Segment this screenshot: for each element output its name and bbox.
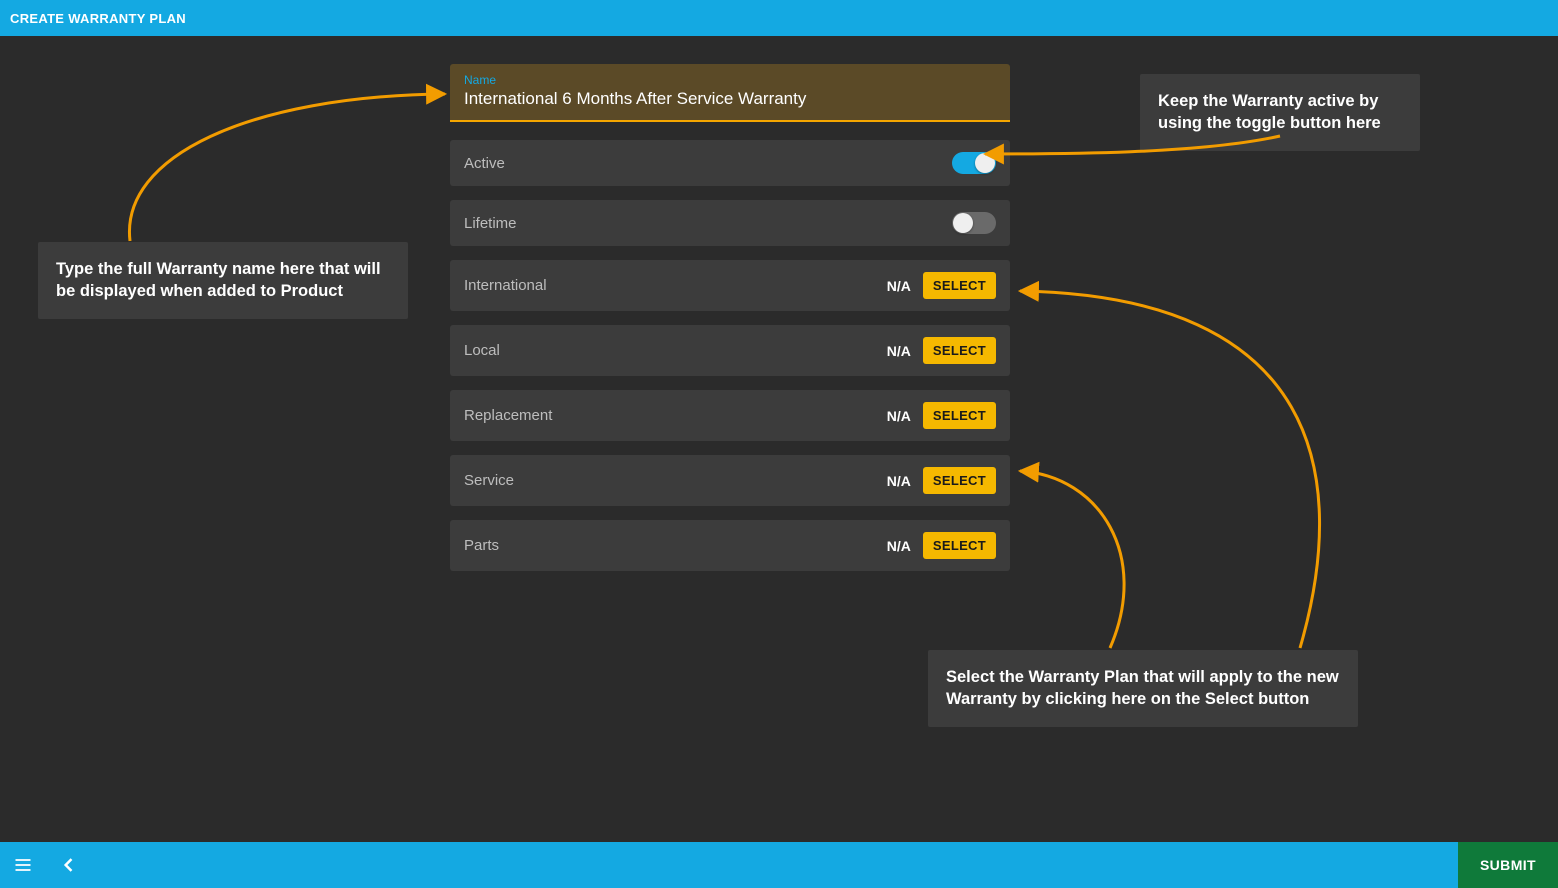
service-row: Service N/A SELECT bbox=[450, 455, 1010, 506]
back-icon[interactable] bbox=[46, 842, 92, 888]
replacement-select-button[interactable]: SELECT bbox=[923, 402, 996, 429]
active-label: Active bbox=[464, 155, 505, 172]
name-field-label: Name bbox=[464, 72, 996, 88]
parts-value: N/A bbox=[887, 538, 911, 554]
international-select-button[interactable]: SELECT bbox=[923, 272, 996, 299]
page-title: CREATE WARRANTY PLAN bbox=[10, 11, 186, 26]
lifetime-label: Lifetime bbox=[464, 215, 517, 232]
callout-name: Type the full Warranty name here that wi… bbox=[38, 242, 408, 319]
callout-active: Keep the Warranty active by using the to… bbox=[1140, 74, 1420, 151]
menu-icon[interactable] bbox=[0, 842, 46, 888]
replacement-value: N/A bbox=[887, 408, 911, 424]
service-value: N/A bbox=[887, 473, 911, 489]
form-column: Name Active Lifetime International N/A S… bbox=[450, 64, 1010, 585]
active-row: Active bbox=[450, 140, 1010, 186]
replacement-label: Replacement bbox=[464, 407, 552, 424]
content-area: Name Active Lifetime International N/A S… bbox=[0, 36, 1558, 842]
local-row: Local N/A SELECT bbox=[450, 325, 1010, 376]
parts-label: Parts bbox=[464, 537, 499, 554]
service-label: Service bbox=[464, 472, 514, 489]
name-input[interactable] bbox=[464, 88, 996, 110]
name-field[interactable]: Name bbox=[450, 64, 1010, 122]
local-value: N/A bbox=[887, 343, 911, 359]
lifetime-toggle[interactable] bbox=[952, 212, 996, 234]
submit-button[interactable]: SUBMIT bbox=[1458, 842, 1558, 888]
bottombar: SUBMIT bbox=[0, 842, 1558, 888]
lifetime-row: Lifetime bbox=[450, 200, 1010, 246]
topbar: CREATE WARRANTY PLAN bbox=[0, 0, 1558, 36]
replacement-row: Replacement N/A SELECT bbox=[450, 390, 1010, 441]
international-value: N/A bbox=[887, 278, 911, 294]
parts-row: Parts N/A SELECT bbox=[450, 520, 1010, 571]
local-select-button[interactable]: SELECT bbox=[923, 337, 996, 364]
parts-select-button[interactable]: SELECT bbox=[923, 532, 996, 559]
local-label: Local bbox=[464, 342, 500, 359]
service-select-button[interactable]: SELECT bbox=[923, 467, 996, 494]
active-toggle[interactable] bbox=[952, 152, 996, 174]
callout-select: Select the Warranty Plan that will apply… bbox=[928, 650, 1358, 727]
international-row: International N/A SELECT bbox=[450, 260, 1010, 311]
international-label: International bbox=[464, 277, 547, 294]
